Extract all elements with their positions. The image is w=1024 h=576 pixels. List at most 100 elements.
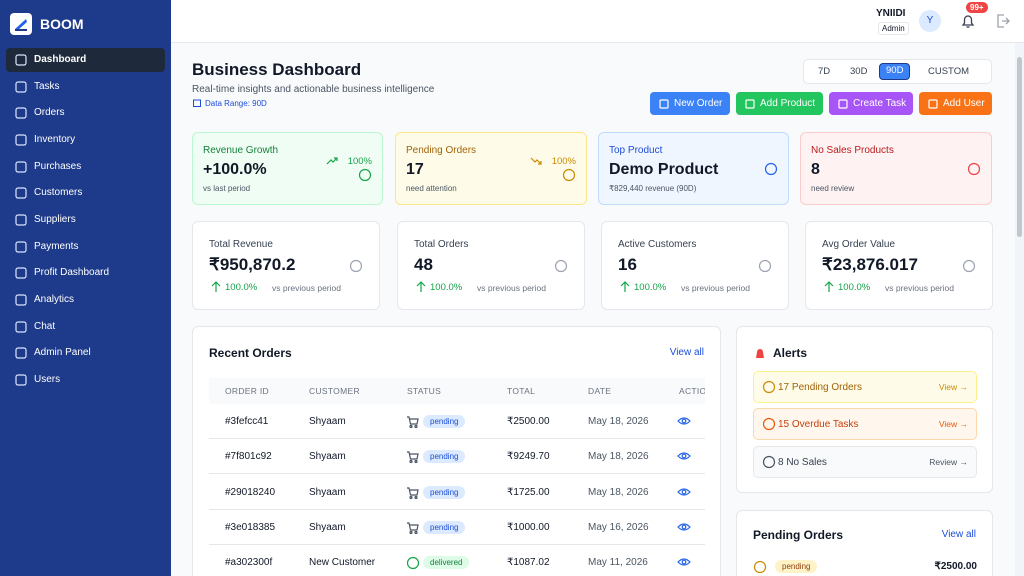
alert-text: 17 Pending Orders (778, 382, 862, 393)
recent-orders-card: Recent Orders View all ORDER ID CUSTOMER S… (192, 326, 721, 576)
nav-item[interactable]: Orders (6, 101, 165, 125)
nav-item[interactable]: Profit Dashboard (6, 261, 165, 285)
nav-label: Orders (34, 107, 65, 119)
alert-link[interactable]: View → (938, 419, 968, 430)
stat-label: Active Customers (618, 239, 697, 250)
highlight-note: need review (811, 184, 855, 193)
icon-part (681, 453, 687, 459)
bell-icon[interactable] (960, 13, 976, 29)
icon-part (677, 452, 691, 460)
customer: Shyaam (309, 521, 346, 533)
icon-part (554, 259, 568, 273)
nav-item[interactable]: Tasks (6, 75, 165, 99)
icon-part (620, 281, 630, 292)
icon-part (824, 281, 834, 292)
icon-part (326, 157, 338, 165)
action-button[interactable]: Create Task (829, 92, 913, 115)
nav-item[interactable]: Chat (6, 315, 165, 339)
stat-note: vs previous period (885, 283, 954, 293)
order-total: ₹1000.00 (507, 521, 550, 533)
icon (14, 133, 28, 152)
range-button[interactable]: 30D (850, 66, 868, 77)
stat-note: vs previous period (272, 283, 341, 293)
view-all-link[interactable]: View all (941, 529, 976, 540)
icon-part (409, 530, 413, 534)
icon (743, 97, 757, 116)
icon-part (211, 281, 221, 292)
stat-change: 100.0% (838, 282, 871, 293)
icon-part (15, 134, 27, 146)
icon (677, 414, 691, 433)
avatar[interactable]: Y (919, 10, 941, 32)
view-all-link[interactable]: View all (669, 347, 704, 358)
icon-part (928, 99, 938, 109)
icon-part (677, 487, 691, 496)
icon-part (414, 495, 418, 499)
icon (14, 186, 28, 205)
view-button[interactable] (677, 414, 691, 428)
icon-part (407, 416, 419, 425)
view-button[interactable] (677, 520, 691, 534)
icon-part (659, 99, 669, 109)
alert-link[interactable]: View → (938, 382, 968, 392)
nav-item[interactable]: Inventory (6, 128, 165, 152)
view-button[interactable] (677, 555, 691, 569)
icon (325, 154, 339, 173)
nav-item[interactable]: Analytics (6, 288, 165, 312)
icon-part (1002, 17, 1010, 25)
nav-item[interactable]: Admin Panel (6, 341, 165, 365)
alert-text: 15 Overdue Tasks (778, 419, 859, 431)
nav-item[interactable]: Payments (6, 235, 165, 259)
icon-part (15, 107, 27, 119)
table-row: #3e018385 Shyaam pending ₹1000.00 May 16, 20… (209, 510, 705, 545)
icon-part (15, 241, 27, 253)
card-title: Pending Orders (753, 528, 844, 542)
notification-badge: 99+ (966, 2, 988, 13)
range-selector: 7D 30D 90D CUSTOM (803, 59, 992, 84)
page-subtitle: Real-time insights and actionable busine… (192, 84, 435, 95)
icon-part (838, 99, 848, 109)
range-button[interactable]: 7D (818, 66, 831, 77)
range-button[interactable]: 90D (879, 63, 911, 80)
icon-part (681, 418, 687, 424)
icon (762, 455, 776, 474)
action-button[interactable]: Add Product (736, 92, 823, 115)
order-total: ₹9249.70 (507, 451, 550, 463)
nav-label: Chat (34, 320, 56, 332)
column-header: TOTAL (507, 386, 536, 396)
card-title: Recent Orders (209, 346, 292, 360)
nav-item[interactable]: Users (6, 368, 165, 392)
logout-icon[interactable] (996, 13, 1010, 29)
icon-part (407, 486, 419, 499)
stat-note: vs previous period (477, 283, 546, 293)
order-total: ₹1087.02 (507, 557, 550, 569)
nav-label: Admin Panel (34, 347, 91, 359)
highlight-note: need attention (406, 184, 457, 193)
icon (14, 293, 28, 312)
range-button[interactable]: CUSTOM (928, 66, 969, 77)
table-row: #3fefcc41 Shyaam pending ₹2500.00 May 18, 20… (209, 404, 705, 439)
icon (349, 259, 363, 278)
nav-label: Tasks (34, 80, 60, 92)
icon (677, 485, 691, 504)
icon-part (15, 294, 27, 306)
nav-item[interactable]: Dashboard (6, 48, 165, 72)
icon (753, 560, 767, 576)
icon-part (406, 557, 420, 570)
nav-item[interactable]: Suppliers (6, 208, 165, 232)
icon (762, 380, 776, 399)
stat-label: Total Revenue (209, 239, 273, 250)
view-button[interactable] (677, 485, 691, 499)
icon-part (753, 560, 767, 574)
action-button[interactable]: New Order (650, 92, 730, 115)
icon-part (407, 486, 419, 496)
view-button[interactable] (677, 449, 691, 463)
icon-part (407, 522, 419, 534)
icon-part (15, 161, 27, 173)
action-button[interactable]: Add User (919, 92, 992, 115)
nav-item[interactable]: Purchases (6, 155, 165, 179)
icon-part (530, 157, 542, 165)
alert-link[interactable]: Review → (929, 456, 968, 467)
table-body: #3fefcc41 Shyaam pending ₹2500.00 May 18, 20… (209, 404, 705, 576)
nav-item[interactable]: Customers (6, 181, 165, 205)
